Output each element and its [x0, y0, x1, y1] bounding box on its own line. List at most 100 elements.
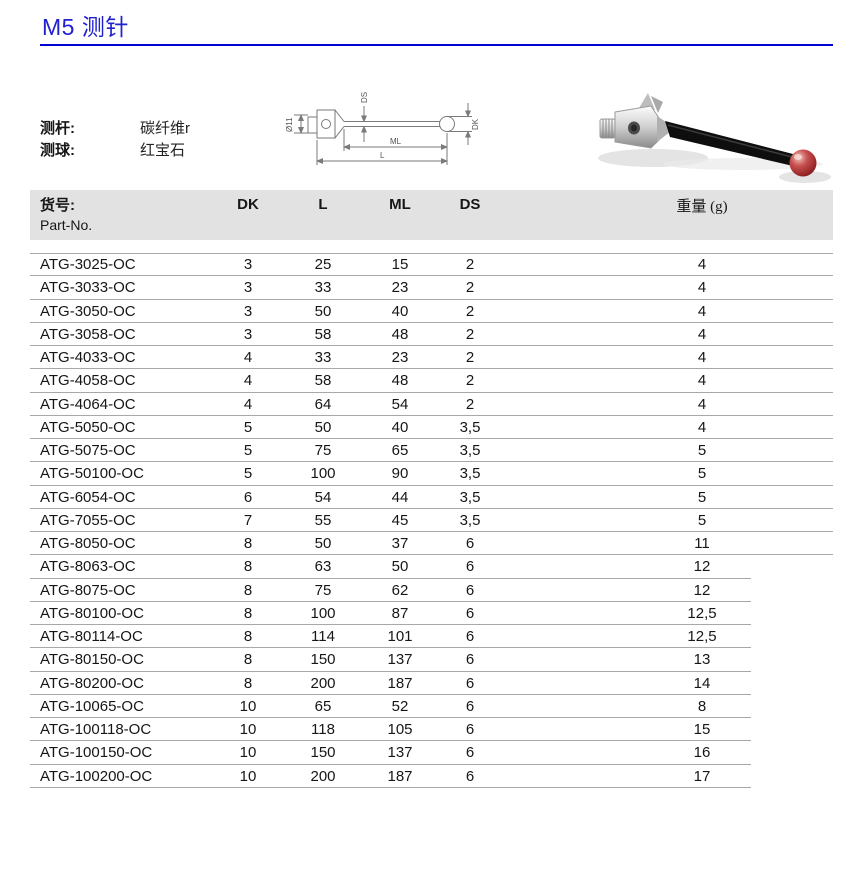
- cell-l: 75: [314, 442, 332, 459]
- cell-dk: 7: [243, 511, 253, 529]
- cell-weight: 4: [697, 325, 707, 343]
- cell-weight: 12,5: [687, 604, 717, 622]
- cell-part: ATG-4033-OC: [40, 349, 136, 366]
- cell-ds: 3,5: [459, 488, 481, 506]
- cell-part: ATG-100118-OC: [40, 721, 152, 738]
- spec-label-ball: 测球:: [40, 142, 75, 159]
- spec-label-shaft: 测杆:: [40, 120, 75, 137]
- cell-ml: 23: [391, 279, 409, 297]
- cell-ml: 40: [391, 302, 409, 320]
- header-weight: 重量 (g): [676, 199, 728, 215]
- title-rule: [40, 44, 833, 46]
- cell-weight: 4: [697, 372, 707, 390]
- drawing-hole: [321, 119, 331, 129]
- cell-part: ATG-3058-OC: [40, 325, 136, 343]
- thread-stub: [599, 118, 616, 139]
- cell-dk: 3: [243, 256, 253, 273]
- table-row: ATG-5075-OC 5 75 65 3,5 5: [30, 439, 833, 463]
- cell-dk: 5: [243, 418, 253, 436]
- header-l: L: [318, 196, 328, 213]
- table-row: ATG-8063-OC 8 63 50 6 12: [30, 555, 833, 579]
- cell-weight: 5: [697, 465, 707, 483]
- drawing-body: [316, 109, 336, 139]
- cell-part: ATG-4058-OC: [40, 372, 136, 390]
- cell-ds: 3,5: [459, 418, 481, 436]
- spec-value-ball: 红宝石: [140, 142, 186, 159]
- cell-dk: 4: [243, 372, 253, 390]
- cell-dk: 3: [243, 279, 253, 297]
- cell-part: ATG-80114-OC: [40, 628, 143, 645]
- cell-ds: 6: [465, 558, 475, 576]
- cell-dk: 8: [243, 558, 253, 576]
- table-row: ATG-100118-OC 10 118 105 6 15: [30, 718, 833, 742]
- cell-ml: 50: [391, 558, 409, 576]
- cell-weight: 4: [697, 349, 707, 366]
- table-row: ATG-80100-OC 8 100 87 6 12,5: [30, 602, 833, 626]
- cell-weight: 5: [697, 442, 707, 459]
- header-part-no-cn: 货号:: [40, 197, 75, 214]
- table-row: ATG-3025-OC 3 25 15 2 4: [30, 253, 833, 277]
- cell-weight: 12: [693, 581, 711, 599]
- cell-l: 100: [310, 465, 336, 483]
- table-row: ATG-4033-OC 4 33 23 2 4: [30, 346, 833, 370]
- cell-l: 65: [314, 697, 332, 715]
- ruby-ball: [789, 149, 817, 177]
- cell-ds: 2: [465, 256, 475, 273]
- cell-weight: 13: [693, 651, 711, 669]
- cell-ds: 6: [465, 721, 475, 738]
- cell-part: ATG-3025-OC: [40, 256, 136, 273]
- cell-l: 54: [314, 488, 332, 506]
- cell-part: ATG-8050-OC: [40, 535, 136, 552]
- drawing-collar: [307, 116, 318, 134]
- cell-ds: 6: [465, 535, 475, 552]
- table-row: ATG-3033-OC 3 33 23 2 4: [30, 276, 833, 300]
- cell-part: ATG-10065-OC: [40, 697, 144, 715]
- cell-weight: 5: [697, 488, 707, 506]
- stylus-photo: [598, 93, 831, 183]
- cell-dk: 10: [239, 697, 257, 715]
- cell-dk: 3: [243, 302, 253, 320]
- table-row: ATG-4058-OC 4 58 48 2 4: [30, 369, 833, 393]
- dimension-drawing: Ø11 DS DK ML L: [285, 92, 480, 165]
- cell-dk: 5: [243, 465, 253, 483]
- cell-l: 50: [314, 302, 332, 320]
- cell-part: ATG-8063-OC: [40, 558, 136, 576]
- cell-ds: 2: [465, 349, 475, 366]
- table-row: ATG-7055-OC 7 55 45 3,5 5: [30, 509, 833, 533]
- table-row: ATG-3058-OC 3 58 48 2 4: [30, 323, 833, 347]
- header-ds: DS: [459, 196, 481, 213]
- table-row: ATG-8075-OC 8 75 62 6 12: [30, 579, 833, 603]
- cell-ds: 6: [465, 674, 475, 692]
- cell-l: 58: [314, 325, 332, 343]
- dim-label-dia: Ø11: [285, 117, 294, 132]
- cell-ml: 62: [391, 581, 409, 599]
- cell-dk: 6: [243, 488, 253, 506]
- table-row: ATG-80114-OC 8 114 101 6 12,5: [30, 625, 833, 649]
- cell-l: 64: [314, 395, 332, 413]
- cell-weight: 12: [693, 558, 711, 576]
- cell-part: ATG-80100-OC: [40, 604, 144, 622]
- cell-l: 100: [310, 604, 336, 622]
- cell-ml: 105: [387, 721, 413, 738]
- cell-l: 25: [314, 256, 332, 273]
- spec-row-shaft: 测杆: 碳纤维r: [40, 117, 300, 139]
- table-row: ATG-50100-OC 5 100 90 3,5 5: [30, 462, 833, 486]
- drawing-ball: [439, 116, 455, 132]
- cell-dk: 4: [243, 349, 253, 366]
- cell-l: 33: [314, 279, 332, 297]
- cell-l: 118: [311, 721, 335, 738]
- cell-dk: 8: [243, 581, 253, 599]
- ball-shadow: [779, 171, 831, 183]
- cell-weight: 15: [693, 721, 711, 738]
- cell-ds: 6: [465, 767, 475, 785]
- cell-weight: 4: [697, 256, 707, 273]
- body-cone: [657, 116, 675, 142]
- cell-ml: 101: [387, 628, 413, 645]
- cell-part: ATG-4064-OC: [40, 395, 136, 413]
- cell-dk: 10: [239, 767, 257, 785]
- cell-part: ATG-5075-OC: [40, 442, 136, 459]
- cell-ml: 187: [387, 767, 413, 785]
- dim-label-l: L: [380, 151, 385, 160]
- dim-label-ds: DS: [360, 92, 369, 103]
- cell-weight: 11: [694, 535, 710, 552]
